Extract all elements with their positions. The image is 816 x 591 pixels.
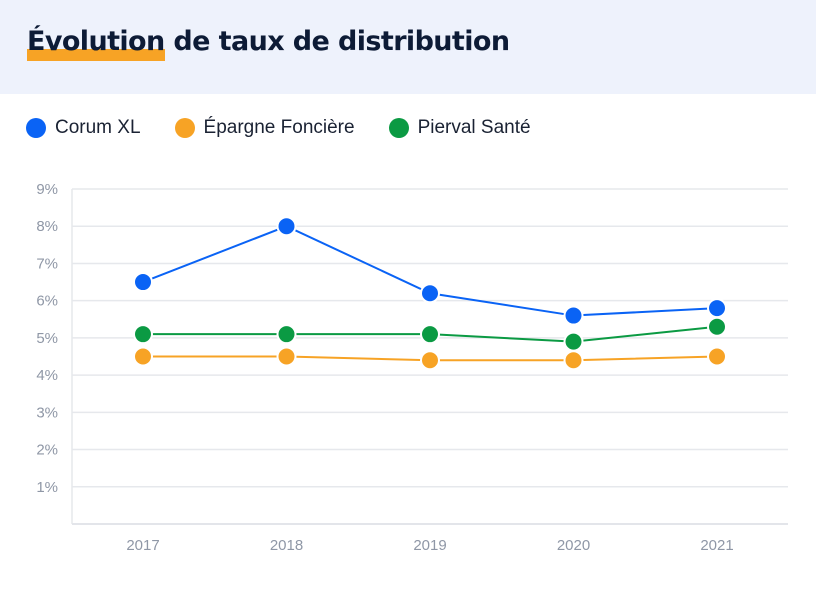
legend-dot-icon	[174, 118, 195, 138]
data-point[interactable]	[707, 316, 727, 337]
data-point[interactable]	[276, 346, 297, 367]
data-point[interactable]	[707, 298, 727, 319]
series-corum-xl	[133, 216, 727, 326]
data-point[interactable]	[420, 350, 440, 371]
y-tick-label: 8%	[36, 218, 58, 235]
y-tick-label: 7%	[36, 255, 58, 272]
x-axis-ticks: 2017 2018 2019 2020 2021	[126, 537, 733, 554]
legend-dot-icon	[388, 118, 409, 138]
title-highlight: Évolution	[27, 26, 165, 61]
title-rest: de taux de distribution	[164, 26, 510, 57]
series--pargne-fonci-re	[133, 346, 727, 371]
data-point[interactable]	[276, 324, 297, 345]
legend-item-epargne-fonciere[interactable]: Épargne Foncière	[174, 117, 355, 139]
x-tick-label: 2017	[126, 537, 159, 554]
data-point[interactable]	[563, 350, 584, 371]
legend-dot-icon	[26, 118, 46, 138]
y-tick-label: 3%	[36, 404, 58, 421]
x-tick-label: 2019	[413, 537, 446, 554]
legend-label: Pierval Santé	[417, 117, 531, 138]
y-tick-label: 9%	[36, 181, 58, 198]
data-point[interactable]	[563, 305, 584, 326]
legend: Corum XL Épargne Foncière Pierval Santé	[26, 117, 565, 139]
y-tick-label: 2%	[36, 442, 58, 459]
data-point[interactable]	[420, 283, 440, 304]
legend-label: Corum XL	[55, 117, 141, 138]
data-point[interactable]	[133, 272, 153, 293]
data-point[interactable]	[420, 324, 440, 345]
data-point[interactable]	[133, 346, 153, 367]
x-tick-label: 2020	[557, 537, 590, 554]
y-tick-label: 5%	[36, 330, 58, 347]
x-tick-label: 2021	[700, 537, 733, 554]
legend-label: Épargne Foncière	[203, 117, 355, 138]
data-point[interactable]	[707, 346, 727, 367]
chart-title: Évolution de taux de distribution	[27, 26, 510, 61]
header-banner: Évolution de taux de distribution	[0, 0, 816, 94]
legend-item-pierval-sante[interactable]: Pierval Santé	[388, 117, 531, 139]
y-tick-label: 4%	[36, 367, 58, 384]
series-pierval-sant-	[133, 316, 727, 352]
data-point[interactable]	[276, 216, 297, 237]
y-tick-label: 6%	[36, 293, 58, 310]
gridlines	[71, 188, 788, 525]
y-axis-ticks: 1% 2% 3% 4% 5% 6% 7% 8% 9%	[36, 181, 58, 496]
title-highlight-text: Évolution	[27, 26, 165, 57]
y-tick-label: 1%	[36, 479, 58, 496]
legend-item-corum-xl[interactable]: Corum XL	[26, 117, 141, 139]
data-point[interactable]	[563, 331, 584, 352]
x-tick-label: 2018	[270, 537, 303, 554]
data-point[interactable]	[133, 324, 153, 345]
series-group	[133, 216, 727, 371]
